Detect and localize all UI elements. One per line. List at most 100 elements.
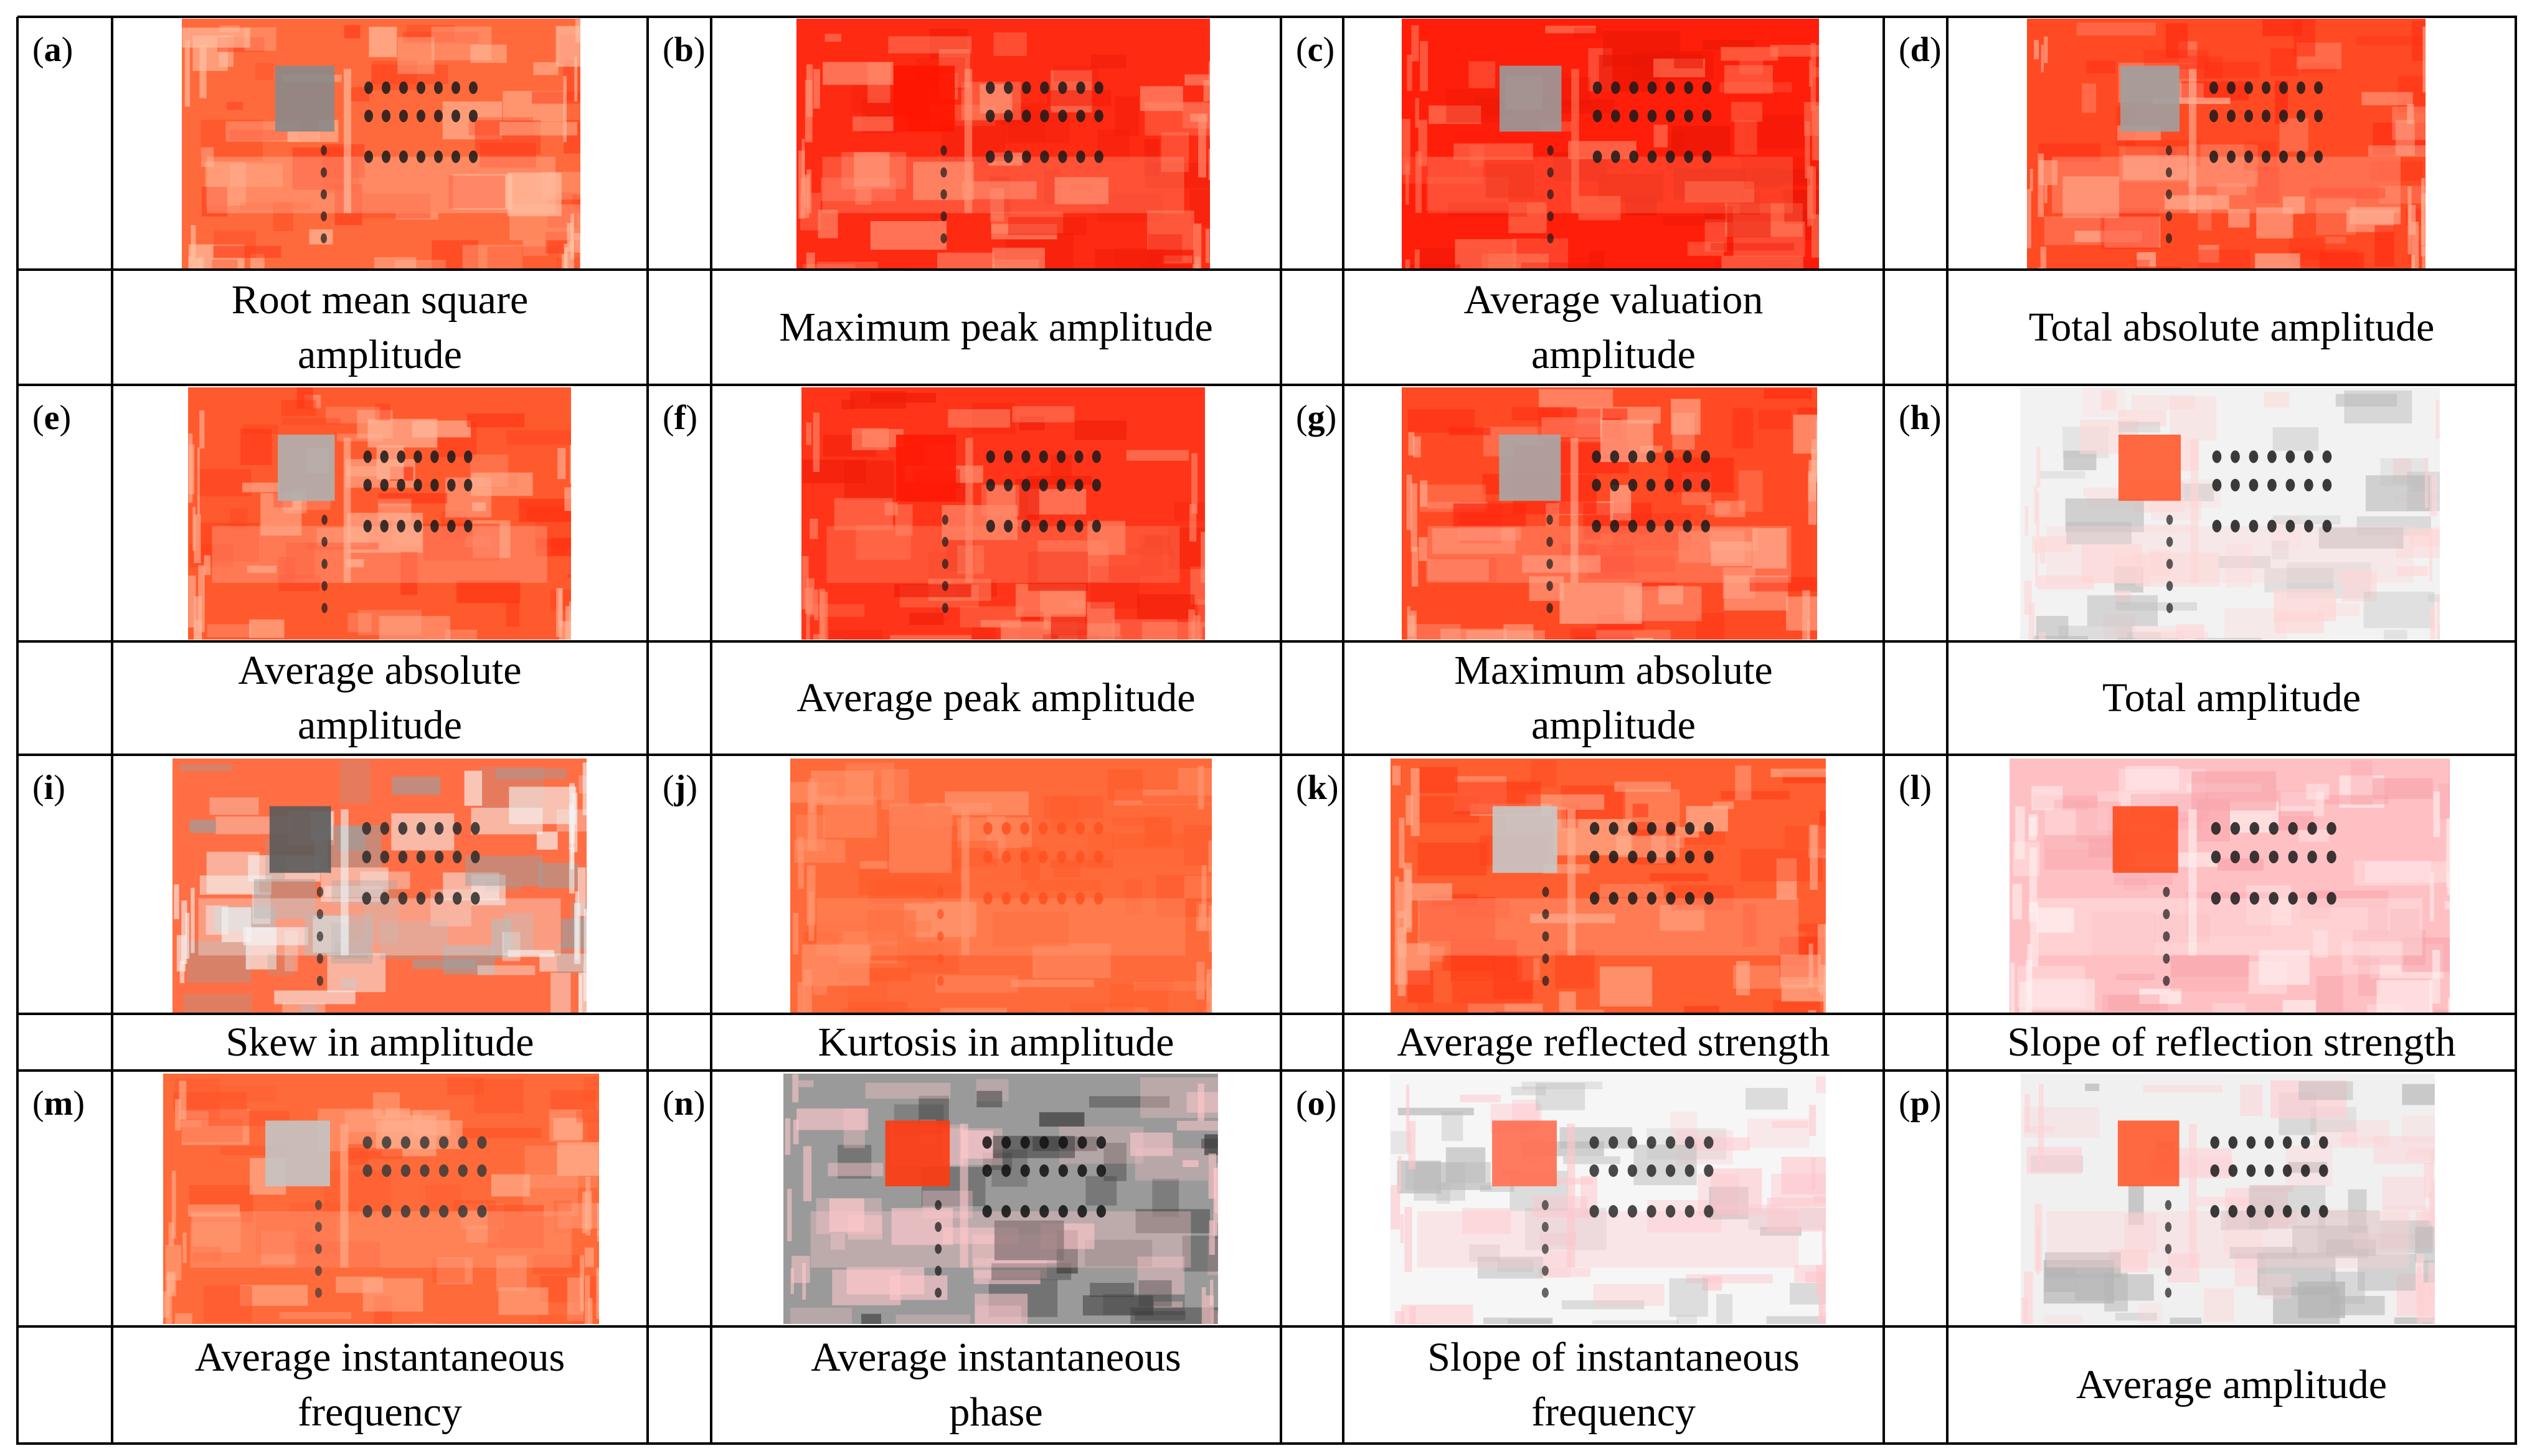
map-edge-streak — [596, 1267, 599, 1319]
map-texture-patch — [2164, 195, 2229, 210]
map-texture-patch — [331, 923, 373, 964]
map-texture-patch — [213, 246, 281, 258]
map-texture-patch — [858, 869, 927, 896]
table-rule — [17, 384, 2517, 386]
map-edge-streak — [2430, 1149, 2434, 1218]
map-target-hole — [1001, 822, 1011, 835]
map-texture-patch — [2127, 631, 2161, 640]
map-target-hole — [362, 1164, 372, 1177]
map-edge-streak — [1810, 166, 1813, 225]
map-edge-streak — [564, 247, 569, 270]
map-texture-patch — [1417, 1003, 1505, 1013]
map-texture-patch — [1448, 202, 1528, 217]
map-anomaly-block — [2112, 806, 2178, 873]
map-edge-streak — [1810, 42, 1816, 111]
panel-caption-i: Skew in amplitude — [225, 1019, 534, 1065]
map-texture-patch — [2134, 631, 2209, 640]
panel-image-i — [172, 759, 587, 1013]
map-edge-streak — [814, 589, 819, 620]
map-edge-streak — [2411, 222, 2419, 270]
panel-tag-cell: (k) — [1281, 755, 1343, 1014]
map-target-hole — [1592, 110, 1602, 123]
map-texture-patch — [508, 950, 555, 957]
table-rule — [17, 16, 2517, 18]
map-edge-streak — [820, 591, 828, 640]
map-target-hole — [1704, 1136, 1714, 1149]
map-target-hole — [1004, 110, 1013, 123]
map-vertical-line — [343, 438, 351, 583]
map-target-hole — [1684, 850, 1695, 864]
map-target-hole — [2288, 892, 2298, 905]
map-target-hole — [2163, 887, 2170, 897]
map-texture-patch — [402, 32, 479, 44]
map-texture-patch — [491, 919, 511, 958]
map-edge-streak — [582, 1191, 587, 1234]
map-target-hole — [1646, 850, 1657, 864]
map-edge-streak — [2038, 1084, 2044, 1109]
map-target-hole — [2227, 150, 2236, 163]
map-target-hole — [1702, 150, 1712, 163]
panel-tag-cell: (n) — [648, 1071, 711, 1326]
map-texture-patch — [431, 26, 492, 60]
map-target-hole — [1038, 892, 1048, 905]
map-texture-patch — [255, 62, 273, 80]
map-texture-patch — [2444, 901, 2450, 910]
map-texture-patch — [2275, 790, 2316, 806]
map-target-hole — [1058, 81, 1067, 94]
map-edge-streak — [2408, 205, 2416, 235]
panel-tag-letter: p — [1910, 1084, 1930, 1123]
map-target-hole — [321, 536, 328, 547]
panel-tag-cell: (o) — [1281, 1071, 1343, 1326]
map-target-hole — [940, 167, 947, 177]
map-target-hole — [2300, 1136, 2310, 1149]
map-edge-streak — [1198, 1084, 1204, 1122]
map-edge-streak — [181, 900, 187, 964]
map-target-hole — [1077, 1136, 1087, 1149]
map-texture-patch — [803, 264, 856, 270]
map-texture-patch — [2405, 1150, 2435, 1161]
map-target-hole — [1039, 1205, 1049, 1218]
map-texture-patch — [1008, 103, 1045, 142]
map-texture-patch — [1503, 624, 1534, 640]
map-texture-patch — [284, 930, 298, 971]
map-texture-patch — [554, 1200, 572, 1234]
map-target-hole — [1057, 892, 1067, 905]
map-texture-patch — [2363, 592, 2435, 628]
map-target-hole — [362, 1136, 372, 1149]
map-target-hole — [1092, 450, 1101, 463]
map-edge-streak — [1208, 840, 1212, 872]
map-texture-patch — [2416, 265, 2426, 270]
map-target-hole — [982, 1136, 992, 1149]
map-target-hole — [469, 150, 478, 163]
map-texture-patch — [227, 102, 243, 110]
map-target-hole — [1646, 892, 1657, 905]
map-target-hole — [1608, 1205, 1618, 1218]
map-target-hole — [2269, 892, 2279, 905]
map-target-hole — [2285, 450, 2295, 463]
map-texture-patch — [229, 130, 301, 140]
map-edge-streak — [2429, 1193, 2435, 1226]
map-texture-patch — [1660, 905, 1705, 931]
map-target-hole — [2249, 850, 2260, 864]
map-texture-patch — [189, 820, 217, 833]
map-edge-streak — [1203, 80, 1210, 102]
map-target-hole — [1608, 892, 1618, 905]
map-target-hole — [1074, 450, 1084, 463]
panel-caption-l: Slope of reflection strength — [2007, 1019, 2456, 1065]
map-texture-patch — [1781, 1156, 1826, 1195]
map-texture-patch — [2114, 874, 2173, 886]
map-texture-patch — [1495, 1011, 1542, 1013]
map-target-hole — [1646, 450, 1656, 463]
map-target-hole — [451, 81, 460, 94]
map-target-hole — [1094, 822, 1103, 835]
map-texture-patch — [248, 619, 285, 638]
map-texture-patch — [2324, 1208, 2356, 1218]
map-texture-patch — [2365, 475, 2432, 512]
map-texture-patch — [823, 62, 894, 85]
map-target-hole — [2322, 478, 2332, 492]
map-texture-patch — [1521, 262, 1604, 270]
map-target-hole — [1628, 519, 1638, 532]
map-target-hole — [2285, 519, 2295, 532]
map-target-hole — [471, 850, 480, 864]
map-target-hole — [380, 892, 390, 905]
